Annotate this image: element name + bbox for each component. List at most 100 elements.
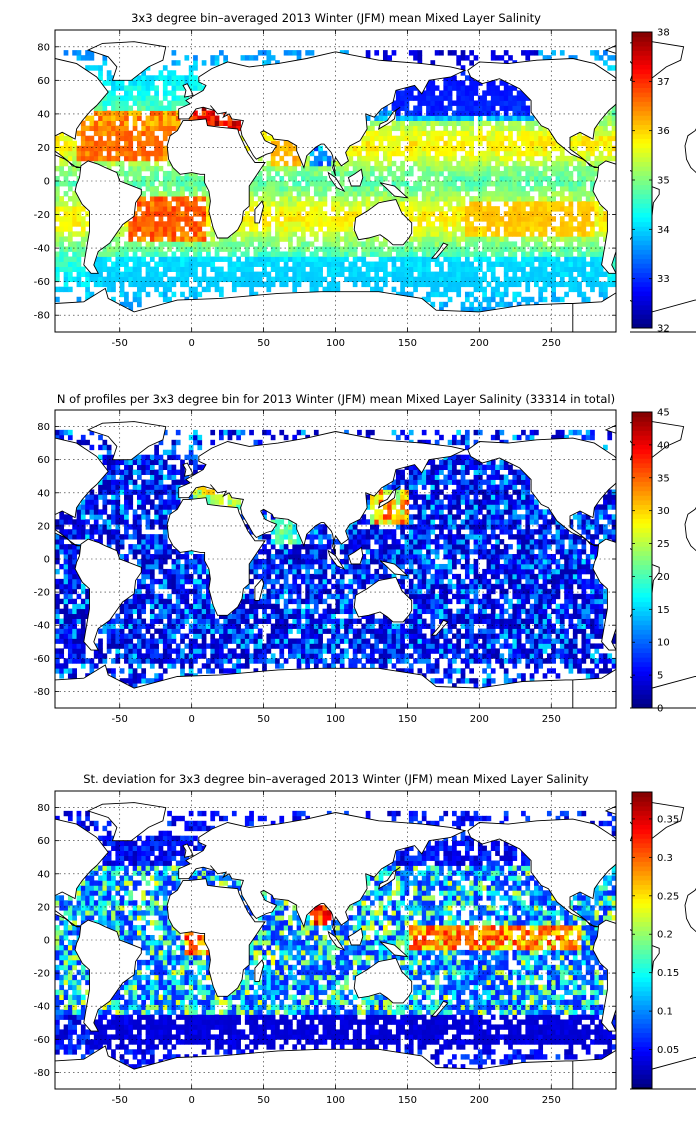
heatmap-cell bbox=[188, 201, 194, 207]
heatmap-cell bbox=[413, 201, 418, 207]
heatmap-cell bbox=[512, 170, 518, 177]
heatmap-cell bbox=[559, 150, 565, 157]
heatmap-cell bbox=[486, 80, 492, 86]
heatmap-cell bbox=[85, 286, 90, 293]
heatmap-cell bbox=[55, 608, 60, 615]
colorbar-swatch bbox=[632, 291, 652, 297]
heatmap-cell bbox=[158, 673, 164, 679]
heatmap-cell bbox=[180, 638, 185, 644]
heatmap-cell bbox=[231, 633, 237, 639]
heatmap-cell bbox=[193, 276, 198, 283]
heatmap-cell bbox=[391, 145, 397, 152]
heatmap-cell bbox=[167, 201, 172, 207]
heatmap-cell bbox=[98, 251, 103, 257]
heatmap-cell bbox=[111, 95, 116, 101]
heatmap-cell bbox=[499, 191, 505, 197]
heatmap-cell bbox=[115, 261, 121, 267]
heatmap-cell bbox=[98, 135, 103, 142]
heatmap-cell bbox=[538, 241, 544, 247]
heatmap-cell bbox=[80, 524, 86, 530]
heatmap-cell bbox=[119, 633, 125, 639]
heatmap-cell bbox=[275, 191, 280, 197]
heatmap-cell bbox=[158, 603, 164, 610]
heatmap-cell bbox=[145, 454, 151, 461]
heatmap-cell bbox=[55, 226, 60, 232]
heatmap-cell bbox=[201, 286, 207, 293]
heatmap-cell bbox=[581, 175, 587, 182]
heatmap-cell bbox=[503, 80, 509, 86]
heatmap-cell bbox=[266, 170, 272, 177]
heatmap-cell bbox=[184, 246, 190, 252]
heatmap-cell bbox=[581, 271, 587, 278]
heatmap-cell bbox=[128, 479, 134, 485]
heatmap-cell bbox=[344, 246, 349, 252]
heatmap-cell bbox=[452, 286, 457, 293]
heatmap-cell bbox=[430, 191, 436, 197]
heatmap-cell bbox=[503, 181, 509, 187]
heatmap-cell bbox=[443, 155, 449, 162]
heatmap-cell bbox=[434, 95, 440, 101]
heatmap-cell bbox=[72, 266, 77, 272]
heatmap-cell bbox=[206, 115, 211, 121]
heatmap-cell bbox=[158, 464, 164, 470]
heatmap-cell bbox=[283, 181, 289, 187]
heatmap-cell bbox=[456, 256, 462, 262]
heatmap-cell bbox=[512, 226, 518, 232]
heatmap-cell bbox=[80, 514, 86, 520]
heatmap-cell bbox=[374, 246, 380, 252]
heatmap-cell bbox=[594, 276, 600, 283]
heatmap-cell bbox=[456, 211, 462, 217]
heatmap-cell bbox=[447, 246, 453, 252]
heatmap-cell bbox=[400, 115, 405, 121]
heatmap-cell bbox=[167, 613, 172, 619]
heatmap-cell bbox=[111, 464, 116, 470]
heatmap-cell bbox=[508, 241, 513, 247]
heatmap-cell bbox=[503, 165, 509, 172]
heatmap-cell bbox=[482, 150, 487, 157]
heatmap-cell bbox=[188, 444, 194, 451]
heatmap-cell bbox=[555, 226, 561, 232]
heatmap-cell bbox=[231, 623, 237, 629]
heatmap-cell bbox=[395, 181, 401, 187]
heatmap-cell bbox=[525, 50, 531, 56]
heatmap-cell bbox=[124, 296, 129, 303]
heatmap-cell bbox=[188, 70, 194, 76]
heatmap-cell bbox=[59, 529, 65, 535]
heatmap-cell bbox=[76, 165, 82, 172]
heatmap-cell bbox=[244, 266, 250, 272]
heatmap-cell bbox=[124, 474, 129, 480]
heatmap-cell bbox=[581, 236, 587, 242]
heatmap-cell bbox=[98, 110, 103, 116]
heatmap-cell bbox=[266, 201, 272, 207]
heatmap-cell bbox=[482, 105, 487, 111]
heatmap-cell bbox=[378, 130, 384, 137]
heatmap-cell bbox=[119, 125, 125, 132]
heatmap-cell bbox=[275, 554, 280, 560]
heatmap-cell bbox=[149, 499, 155, 505]
heatmap-cell bbox=[447, 100, 453, 106]
heatmap-cell bbox=[477, 206, 483, 212]
heatmap-cell bbox=[145, 648, 151, 654]
heatmap-cell bbox=[145, 524, 151, 530]
heatmap-cell bbox=[486, 206, 492, 212]
heatmap-cell bbox=[460, 55, 466, 61]
heatmap-cell bbox=[63, 643, 69, 649]
x-tick-label: 0 bbox=[188, 338, 194, 349]
heatmap-cell bbox=[525, 130, 531, 137]
heatmap-cell bbox=[529, 135, 535, 142]
heatmap-cell bbox=[249, 206, 254, 212]
heatmap-cell bbox=[534, 181, 539, 187]
heatmap-cell bbox=[279, 563, 285, 570]
heatmap-cell bbox=[158, 459, 164, 466]
heatmap-cell bbox=[240, 643, 246, 649]
heatmap-cell bbox=[374, 165, 380, 172]
heatmap-cell bbox=[365, 276, 371, 283]
heatmap-cell bbox=[136, 196, 142, 202]
heatmap-cell bbox=[93, 105, 99, 111]
heatmap-cell bbox=[348, 236, 354, 242]
heatmap-cell bbox=[456, 115, 462, 121]
heatmap-cell bbox=[76, 271, 82, 278]
heatmap-cell bbox=[193, 256, 198, 262]
heatmap-cell bbox=[490, 216, 496, 222]
heatmap-cell bbox=[564, 246, 569, 252]
